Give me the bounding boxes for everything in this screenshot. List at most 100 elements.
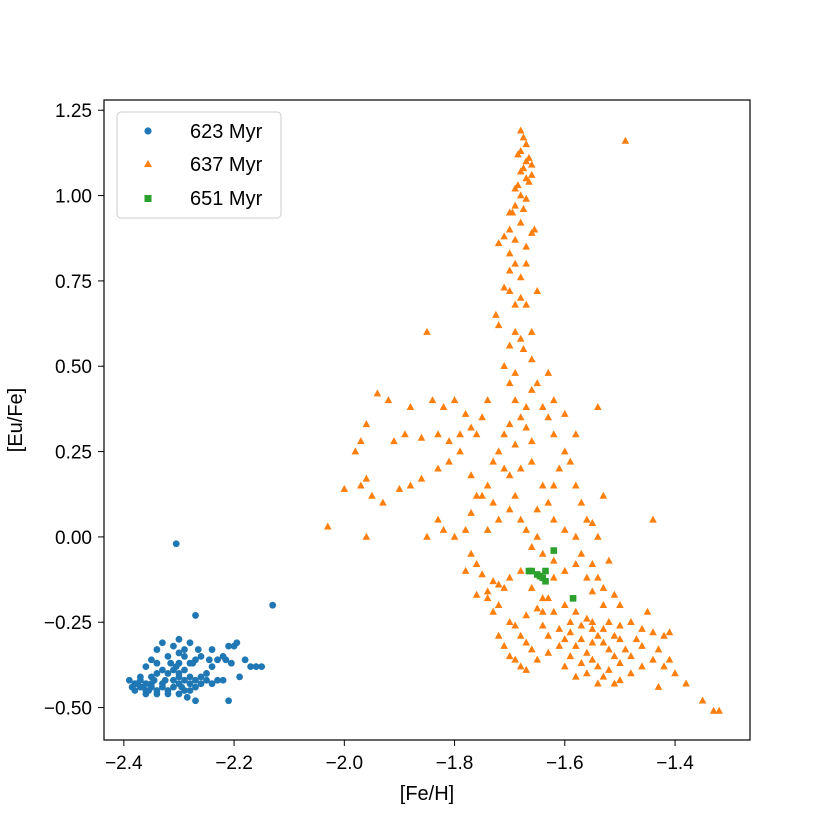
data-point [522,525,531,533]
data-point [153,670,161,677]
data-point [516,334,525,342]
data-point [395,484,404,492]
data-point [236,673,243,681]
data-point [489,577,497,585]
data-point [478,570,486,578]
data-point [225,642,232,650]
data-point [511,655,519,663]
y-axis: −0.50 −0.25 0.00 0.25 0.50 0.75 1.00 1.25 [44,101,104,720]
data-point [214,656,221,664]
data-point [505,420,514,428]
data-point [478,491,486,499]
data-point [351,447,360,455]
data-point [522,638,531,646]
data-point [594,631,602,639]
data-point [533,379,542,387]
data-point [560,525,569,533]
legend-label-637: 637 Myr [190,154,263,176]
data-point [671,669,679,677]
data-point [362,532,371,540]
x-tick-label: −1.8 [436,753,474,774]
data-point [139,683,147,691]
data-point [511,368,519,376]
data-point [621,136,630,144]
data-point [483,481,492,489]
data-point [698,696,707,704]
x-axis: −2.4 −2.2 −2.0 −1.8 −1.6 −1.4 [105,740,694,774]
data-point [527,457,536,465]
data-point [511,491,519,499]
data-point [605,556,613,564]
data-point [549,396,558,404]
data-point [500,362,508,370]
data-point [417,433,426,441]
data-point [258,663,266,671]
data-point [461,566,470,574]
data-point [514,150,522,158]
data-point [627,618,635,626]
data-point [588,587,597,595]
data-point [538,621,547,629]
data-point [539,574,547,582]
data-point [577,659,586,666]
data-point [500,464,508,472]
data-point [189,659,197,667]
data-point [638,624,646,632]
data-point [164,652,172,660]
data-point [627,669,635,677]
data-point [428,396,437,404]
data-point [197,673,205,681]
data-point [461,409,470,417]
data-point [181,676,188,684]
y-axis-label: [Eu/Fe] [5,388,27,452]
data-point [588,655,597,663]
data-point [522,140,531,148]
data-point [492,310,500,318]
data-point [368,491,376,499]
data-point [175,635,183,643]
y-tick-label: 1.25 [55,101,92,122]
data-point [560,600,569,608]
y-tick-label: 0.25 [55,443,92,464]
data-point [544,594,553,602]
data-point [572,430,580,438]
data-point [205,656,213,664]
data-point [494,321,503,329]
data-point [560,409,569,417]
data-point [544,413,553,421]
data-point [483,594,492,602]
data-point [616,676,624,684]
data-point [494,600,503,608]
data-point [269,601,277,609]
data-point [494,447,503,455]
data-point [516,662,525,670]
data-point [577,549,586,557]
data-point [542,577,549,585]
data-point [616,600,624,608]
data-point [527,542,536,550]
data-point [610,652,619,660]
data-point [505,266,514,274]
data-point [594,573,602,581]
data-point [522,611,531,619]
data-point [483,396,492,404]
data-point [525,177,533,185]
data-point [583,614,591,622]
data-point [550,547,558,554]
data-point [549,556,558,564]
data-point [538,403,547,410]
data-point [527,583,536,591]
data-point [538,607,547,615]
data-point [527,385,536,393]
data-point [516,191,525,199]
data-point [527,160,536,168]
plot-frame [103,99,751,741]
data-point [225,697,232,705]
data-point [610,590,619,598]
data-point [170,676,177,684]
data-point [522,259,531,267]
data-point [549,573,558,581]
data-point [489,498,497,506]
data-point [511,201,519,209]
data-point [511,396,519,404]
